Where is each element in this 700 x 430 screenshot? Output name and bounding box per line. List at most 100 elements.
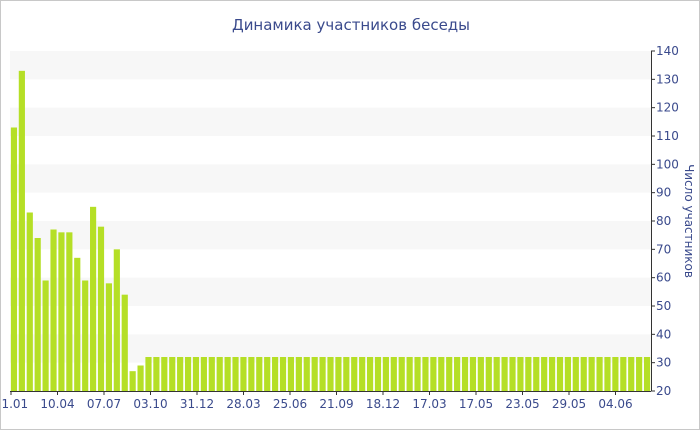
bar bbox=[596, 357, 603, 391]
bar bbox=[177, 357, 184, 391]
bar bbox=[620, 357, 627, 391]
bar bbox=[42, 280, 49, 391]
bar bbox=[382, 357, 389, 391]
bar bbox=[113, 249, 120, 391]
bar bbox=[628, 357, 635, 391]
bar bbox=[184, 357, 192, 391]
y-tick-label: 100 bbox=[656, 157, 679, 171]
bar bbox=[430, 357, 437, 391]
y-tick-label: 20 bbox=[656, 384, 671, 398]
bar bbox=[66, 232, 73, 391]
bar bbox=[374, 357, 382, 391]
x-tick-label: 04.06 bbox=[598, 397, 632, 411]
grid-band bbox=[10, 221, 651, 250]
bar bbox=[74, 257, 81, 391]
bar bbox=[588, 357, 595, 391]
x-tick-label: 18.12 bbox=[366, 397, 400, 411]
bar bbox=[564, 357, 571, 391]
bar bbox=[643, 357, 651, 391]
bar bbox=[477, 357, 484, 391]
bar bbox=[390, 357, 397, 391]
y-tick-label: 60 bbox=[656, 271, 671, 285]
bar bbox=[572, 357, 579, 391]
bar bbox=[50, 229, 57, 391]
bar bbox=[343, 357, 350, 391]
bar bbox=[422, 357, 429, 391]
bar bbox=[295, 357, 302, 391]
bar bbox=[580, 357, 587, 391]
grid-bands bbox=[10, 51, 651, 363]
y-tick-label: 40 bbox=[656, 327, 671, 341]
bar bbox=[541, 357, 548, 391]
bar bbox=[556, 357, 564, 391]
x-tick-label: 17.03 bbox=[412, 397, 446, 411]
bar bbox=[216, 357, 223, 391]
bar bbox=[232, 357, 239, 391]
bar bbox=[224, 357, 231, 391]
bar bbox=[319, 357, 326, 391]
bar bbox=[351, 357, 358, 391]
chart-title: Динамика участников беседы bbox=[232, 16, 470, 34]
bar bbox=[121, 294, 128, 391]
grid-band bbox=[10, 164, 651, 193]
bar bbox=[200, 357, 207, 391]
y-tick-label: 70 bbox=[656, 242, 671, 256]
bar bbox=[533, 357, 540, 391]
bar bbox=[398, 357, 405, 391]
bar bbox=[82, 280, 89, 391]
bar bbox=[446, 357, 453, 391]
bar bbox=[509, 357, 516, 391]
y-tick-label: 50 bbox=[656, 299, 671, 313]
bar bbox=[636, 357, 643, 391]
bar bbox=[335, 357, 342, 391]
bar bbox=[161, 357, 168, 391]
bar bbox=[240, 357, 247, 391]
x-tick-label: 03.10 bbox=[133, 397, 167, 411]
bar bbox=[272, 357, 279, 391]
bar bbox=[548, 357, 556, 391]
x-tick-label: 23.05 bbox=[505, 397, 539, 411]
y-tick-label: 130 bbox=[656, 72, 679, 86]
bar bbox=[493, 357, 500, 391]
bar bbox=[256, 357, 263, 391]
x-tick-label: 07.07 bbox=[87, 397, 121, 411]
x-tick-label: 11.01 bbox=[1, 397, 28, 411]
bar bbox=[34, 238, 41, 391]
bar bbox=[105, 283, 112, 391]
bar bbox=[58, 232, 65, 391]
bar bbox=[438, 357, 445, 391]
y-axis-label: Число участников bbox=[682, 164, 696, 278]
bar bbox=[612, 357, 619, 391]
bar bbox=[153, 357, 160, 391]
bar bbox=[90, 206, 97, 391]
y-tick-label: 110 bbox=[656, 129, 679, 143]
y-tick-label: 30 bbox=[656, 356, 671, 370]
x-tick-label: 10.04 bbox=[40, 397, 74, 411]
bar bbox=[485, 357, 492, 391]
bar bbox=[169, 357, 176, 391]
bar bbox=[454, 357, 461, 391]
bar bbox=[145, 357, 152, 391]
x-tick-labels: 11.01 10.04 07.07 03.10 31.12 28.03 25.06 21.09… bbox=[1, 397, 633, 411]
y-tick-label: 90 bbox=[656, 186, 671, 200]
bar bbox=[208, 357, 215, 391]
x-tick-label: 29.05 bbox=[552, 397, 586, 411]
bar bbox=[366, 357, 374, 391]
y-tick-label: 140 bbox=[656, 44, 679, 58]
bar bbox=[248, 357, 255, 391]
bar bbox=[414, 357, 421, 391]
bar bbox=[26, 212, 33, 391]
x-tick-label: 25.06 bbox=[273, 397, 307, 411]
bar bbox=[517, 357, 524, 391]
bar bbox=[501, 357, 508, 391]
bar bbox=[279, 357, 287, 391]
x-tick-label: 28.03 bbox=[226, 397, 260, 411]
y-tick-label: 120 bbox=[656, 101, 679, 115]
x-tick-label: 31.12 bbox=[180, 397, 214, 411]
bar bbox=[129, 371, 136, 391]
bar bbox=[137, 365, 144, 391]
bar bbox=[287, 357, 295, 391]
bar bbox=[311, 357, 318, 391]
